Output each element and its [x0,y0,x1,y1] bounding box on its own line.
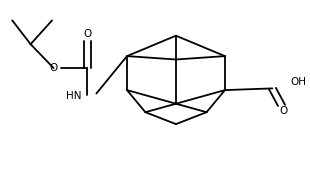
Text: O: O [279,106,287,115]
Text: OH: OH [291,77,307,87]
Text: O: O [49,63,58,73]
Text: HN: HN [66,91,81,101]
Text: O: O [83,29,91,39]
